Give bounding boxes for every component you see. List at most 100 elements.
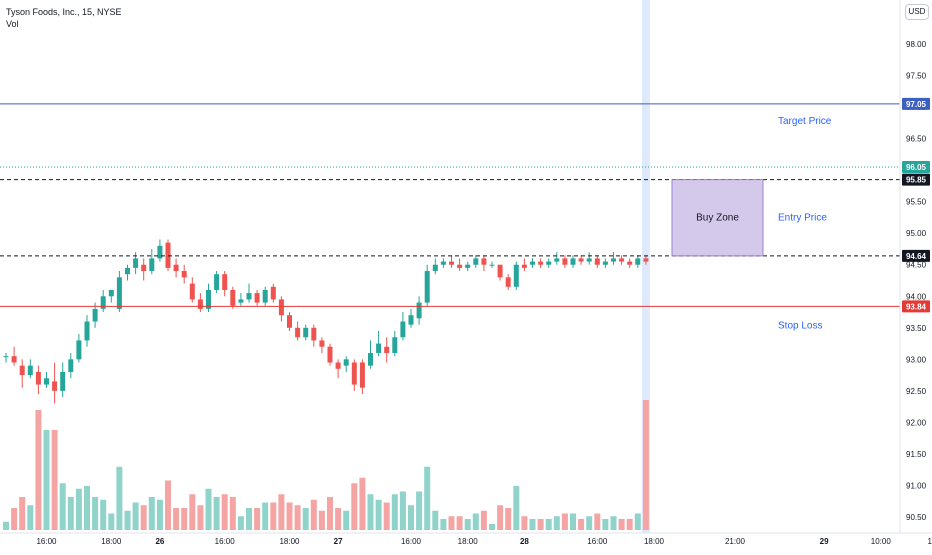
- candle-body: [562, 258, 568, 265]
- candle: [303, 324, 309, 341]
- candle-body: [214, 274, 220, 290]
- candle-body: [513, 264, 519, 287]
- candle-body: [530, 261, 535, 265]
- candle-body: [295, 327, 301, 338]
- candle: [343, 356, 349, 372]
- candle: [173, 258, 179, 278]
- candle-body: [400, 321, 406, 338]
- candle: [3, 353, 9, 363]
- candle-body: [278, 299, 284, 316]
- y-tick-label: 91.00: [906, 481, 927, 490]
- x-tick-label: 28: [520, 537, 529, 546]
- candle: [424, 264, 430, 306]
- symbol-title: Tyson Foods, Inc., 15, NYSE: [6, 7, 122, 17]
- volume-bar: [327, 497, 333, 530]
- candle-body: [457, 264, 463, 268]
- volume-bar: [553, 516, 560, 530]
- candle: [554, 252, 560, 265]
- x-tick-label: 29: [820, 537, 829, 546]
- candle: [440, 258, 446, 268]
- candle-body: [19, 365, 25, 376]
- candle: [619, 255, 625, 265]
- candle-body: [76, 340, 82, 360]
- candle: [165, 239, 171, 272]
- volume-bar: [399, 491, 406, 530]
- candle: [635, 255, 641, 268]
- volume-bar: [3, 521, 9, 530]
- candle-body: [222, 274, 228, 290]
- candle: [141, 258, 147, 281]
- candle-body: [262, 289, 268, 303]
- candle: [432, 258, 438, 275]
- x-tick-label: 16:00: [36, 537, 57, 546]
- candle: [489, 261, 495, 268]
- candle-body: [602, 261, 608, 265]
- candle-body: [521, 264, 527, 268]
- volume-bar: [626, 519, 633, 530]
- volume-bar: [270, 502, 277, 530]
- candle-body: [238, 299, 244, 303]
- volume-bar: [116, 466, 123, 530]
- candle-body: [611, 258, 616, 262]
- candle-body: [376, 343, 382, 354]
- candle: [376, 330, 382, 357]
- candle-body: [627, 261, 633, 265]
- candle-body: [554, 258, 560, 262]
- price-tag-label: 95.85: [906, 176, 927, 185]
- currency-button[interactable]: USD: [905, 4, 929, 20]
- volume-bar: [310, 499, 317, 530]
- candle: [578, 255, 584, 265]
- volume-bar: [424, 466, 431, 530]
- candle: [319, 337, 325, 354]
- candle-body: [11, 356, 17, 363]
- volume-bar: [156, 499, 163, 530]
- volume-bar: [27, 505, 34, 530]
- candle: [157, 239, 163, 262]
- volume-bar: [229, 497, 236, 530]
- candle-body: [384, 346, 390, 354]
- volume-bar: [278, 494, 285, 530]
- candle-body: [230, 289, 236, 306]
- candle-body: [206, 289, 211, 309]
- candle-body: [157, 245, 163, 259]
- candle-body: [497, 264, 503, 278]
- volume-bar: [351, 483, 358, 530]
- candle-body: [141, 264, 147, 272]
- volume-bar: [213, 497, 220, 530]
- price-tag-bg: [902, 97, 930, 110]
- candle-body: [335, 362, 341, 369]
- y-tick-label: 94.00: [906, 292, 927, 301]
- candle: [335, 359, 341, 379]
- volume-bar: [181, 508, 188, 530]
- target-price-label: Target Price: [778, 116, 832, 127]
- volume-bar: [140, 505, 147, 530]
- candle-body: [149, 258, 155, 272]
- volume-bar: [634, 513, 641, 530]
- levels-layer: Buy Zone Target Price Entry Price Stop Loss: [0, 103, 900, 331]
- candle-body: [35, 371, 41, 385]
- volume-bar: [108, 513, 115, 530]
- candle-body: [254, 293, 260, 303]
- price-axis-tag: 96.05: [902, 160, 930, 173]
- candle-body: [570, 258, 576, 265]
- candle-body: [44, 378, 49, 385]
- candle: [108, 289, 114, 303]
- stop-loss-label: Stop Loss: [778, 320, 822, 331]
- x-tick-label: 18:00: [101, 537, 122, 546]
- volume-bar: [11, 508, 18, 530]
- candle: [538, 258, 544, 268]
- candle-body: [449, 261, 454, 265]
- candle-body: [619, 258, 625, 262]
- x-tick-label: 21:00: [725, 537, 746, 546]
- candle-body: [52, 381, 58, 391]
- candle-body: [432, 264, 438, 272]
- x-tick-label: 18:00: [644, 537, 665, 546]
- candle-body: [505, 277, 511, 287]
- candle-body: [189, 283, 195, 300]
- volume-bar: [19, 497, 26, 530]
- x-tick-label: 12:00: [927, 537, 932, 546]
- candle: [125, 264, 130, 281]
